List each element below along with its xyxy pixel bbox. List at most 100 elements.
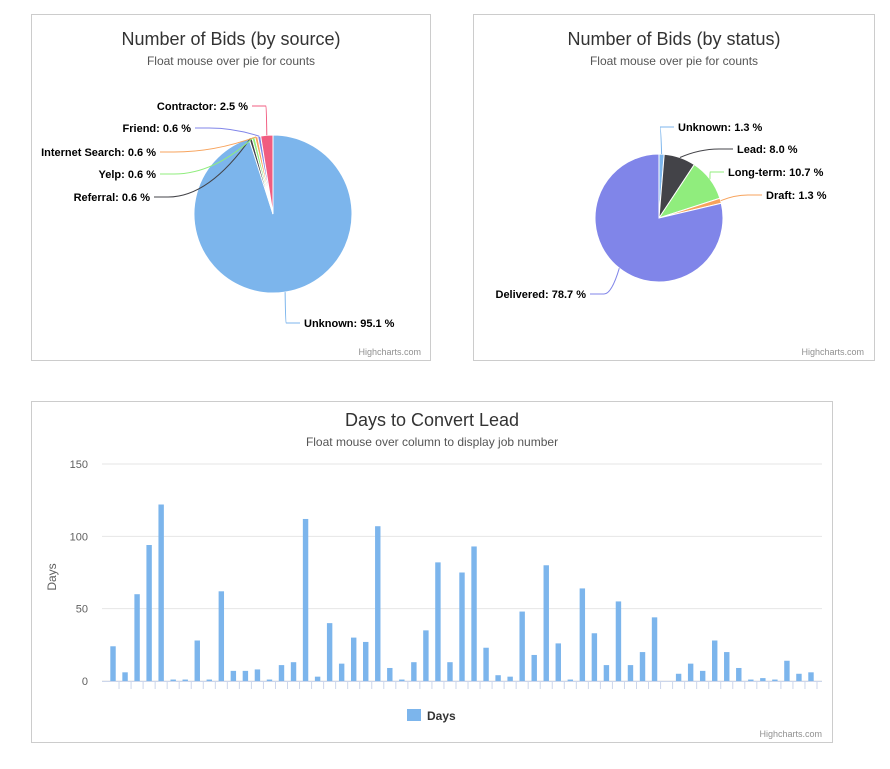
column-bar[interactable] [266,679,273,681]
pie-connector [284,292,300,324]
column-bar[interactable] [627,665,634,681]
column-bar[interactable] [350,637,357,681]
column-bar[interactable] [784,660,790,681]
y-tick-label: 100 [70,531,88,543]
column-bar[interactable] [399,679,405,681]
pie-connector [252,105,268,136]
column-bar[interactable] [314,676,321,681]
pie-data-label: Internet Search: 0.6 % [41,147,156,159]
column-bar[interactable] [170,679,176,681]
pie-slice-contractor[interactable] [260,134,274,215]
column-bar[interactable] [230,670,237,681]
column-bar[interactable] [736,667,742,681]
column-bar[interactable] [218,591,225,681]
column-bar[interactable] [471,546,477,681]
column-bar[interactable] [507,676,513,681]
column-bar[interactable] [567,679,574,681]
column-bar[interactable] [290,662,297,681]
pie-data-label: Lead: 8.0 % [737,144,798,156]
legend-swatch[interactable] [407,709,421,721]
column-bar[interactable] [699,670,706,681]
column-bar[interactable] [242,670,249,681]
pie-data-label: Delivered: 78.7 % [496,289,587,301]
chart-subtitle: Float mouse over pie for counts [147,54,315,68]
column-bar[interactable] [122,672,128,681]
pie-chart-status-panel: Number of Bids (by status) Float mouse o… [473,14,875,361]
column-bar[interactable] [206,679,212,681]
pie-data-label: Unknown: 95.1 % [304,318,395,330]
pie-chart-source-panel: Number of Bids (by source) Float mouse o… [31,14,431,361]
column-bar[interactable] [435,562,441,681]
column-bar[interactable] [639,652,646,681]
column-bar[interactable] [772,679,778,681]
chart-title: Number of Bids (by status) [567,29,780,49]
column-bar[interactable] [158,504,164,681]
pie-data-label: Contractor: 2.5 % [157,101,248,113]
chart-subtitle: Float mouse over column to display job n… [306,435,558,449]
column-bar[interactable] [712,640,718,681]
pie-data-label: Yelp: 0.6 % [99,169,157,181]
column-bar[interactable] [447,662,453,681]
column-bar[interactable] [591,633,598,681]
column-bar[interactable] [748,679,754,681]
y-tick-label: 150 [70,459,88,471]
column-bar[interactable] [483,647,489,681]
pie-data-label: Draft: 1.3 % [766,190,827,202]
pie-chart-status: Number of Bids (by status) Float mouse o… [496,29,865,357]
chart-title: Number of Bids (by source) [121,29,340,49]
column-bar[interactable] [134,594,140,681]
credits-link[interactable]: Highcharts.com [801,347,864,357]
column-bar[interactable] [651,617,658,681]
y-tick-label: 0 [82,676,88,688]
column-bar[interactable] [687,663,694,681]
pie-connector [659,126,674,155]
column-bar[interactable] [411,662,417,681]
pie-connector [679,148,733,158]
column-bar[interactable] [182,679,188,681]
credits-link[interactable]: Highcharts.com [358,347,421,357]
pie-slice-delivered[interactable] [594,153,724,283]
column-bar[interactable] [531,654,537,681]
column-bar[interactable] [194,640,200,681]
column-chart-days: Days to Convert Lead Float mouse over co… [45,410,822,739]
column-bar[interactable] [555,643,561,681]
pie-data-label: Friend: 0.6 % [123,123,192,135]
y-tick-label: 50 [76,604,88,616]
column-bar[interactable] [796,673,802,681]
column-bar[interactable] [724,652,730,681]
pie-chart-source: Number of Bids (by source) Float mouse o… [41,29,421,357]
column-bar[interactable] [146,545,152,681]
column-bar[interactable] [519,611,525,681]
pie-connector [709,171,724,180]
chart-title: Days to Convert Lead [345,410,519,430]
pie-connector [195,127,260,137]
column-bar[interactable] [615,601,622,681]
column-bar[interactable] [302,518,309,681]
column-bar[interactable] [675,673,682,681]
chart-subtitle: Float mouse over pie for counts [590,54,758,68]
column-bar[interactable] [760,678,766,681]
column-bar[interactable] [338,663,345,681]
column-bar[interactable] [808,672,814,681]
column-bar[interactable] [459,572,465,682]
column-bar[interactable] [423,630,429,681]
column-chart-days-panel: Days to Convert Lead Float mouse over co… [31,401,833,743]
column-bar[interactable] [363,641,369,681]
column-bar[interactable] [543,565,549,681]
pie-connector [160,137,254,175]
credits-link[interactable]: Highcharts.com [759,729,822,739]
column-bar[interactable] [387,667,393,681]
legend-label[interactable]: Days [427,709,456,723]
column-bar[interactable] [375,526,381,681]
y-axis-title: Days [45,563,59,590]
column-bar[interactable] [278,665,285,681]
column-bar[interactable] [495,675,501,681]
column-bar[interactable] [254,669,261,681]
pie-connector [590,268,620,295]
column-bar[interactable] [579,588,586,681]
column-bar[interactable] [110,646,116,681]
legend[interactable]: Days [407,709,456,723]
column-bar[interactable] [603,665,610,681]
column-bar[interactable] [326,623,333,681]
pie-data-label: Referral: 0.6 % [74,192,151,204]
